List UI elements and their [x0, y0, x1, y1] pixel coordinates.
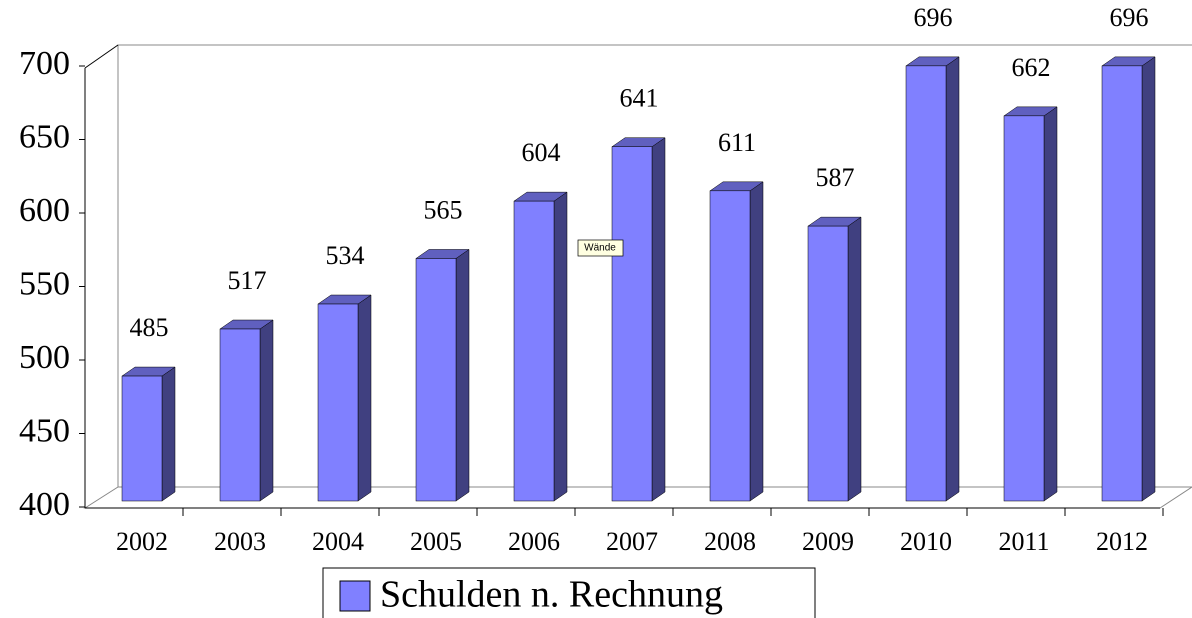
- x-tick-label: 2012: [1096, 527, 1148, 556]
- x-tick-label: 2011: [998, 527, 1049, 556]
- bar: [513, 200, 555, 502]
- left-wall-top: [84, 44, 119, 69]
- bar: [905, 65, 947, 502]
- value-label: 485: [130, 313, 169, 342]
- x-tick-label: 2010: [900, 527, 952, 556]
- bar: [1003, 115, 1045, 502]
- x-tick-label: 2008: [704, 527, 756, 556]
- value-label: 587: [816, 163, 855, 192]
- tooltip: Wände: [577, 239, 624, 257]
- x-tick-label: 2005: [410, 527, 462, 556]
- bar: [1101, 65, 1143, 502]
- value-label: 517: [228, 266, 267, 295]
- bar: [121, 375, 163, 502]
- tooltip-box: [577, 239, 624, 257]
- value-label: 641: [620, 84, 659, 113]
- bar: [317, 303, 359, 502]
- y-tick-label: 700: [19, 45, 70, 82]
- value-label: 696: [1110, 3, 1149, 32]
- bar: [415, 258, 457, 502]
- legend-box: [322, 567, 816, 618]
- x-tick-label: 2002: [116, 527, 168, 556]
- bar: [709, 190, 751, 502]
- legend: Schulden n. Rechnung: [322, 567, 816, 618]
- bar-side: [1141, 56, 1156, 502]
- value-label: 604: [522, 138, 561, 167]
- bar-side: [1043, 106, 1058, 502]
- bar: [807, 225, 849, 502]
- value-label: 611: [718, 128, 756, 157]
- bar-side: [749, 181, 764, 502]
- y-tick-label: 500: [19, 339, 70, 376]
- y-tick-label: 600: [19, 192, 70, 229]
- tooltip-text: Wände: [584, 243, 616, 254]
- legend-swatch: [339, 580, 371, 612]
- walls: [83, 44, 1192, 509]
- bar-side: [553, 191, 568, 502]
- bar-side: [847, 216, 862, 502]
- bar: [611, 146, 653, 502]
- x-tick-label: 2004: [312, 527, 364, 556]
- x-tick-label: 2007: [606, 527, 658, 556]
- x-tick-label: 2003: [214, 527, 266, 556]
- bar-side: [455, 248, 470, 502]
- value-label: 696: [914, 3, 953, 32]
- value-label: 662: [1012, 53, 1051, 82]
- bar-side: [259, 319, 274, 502]
- value-label: 534: [326, 241, 365, 270]
- y-tick-label: 550: [19, 265, 70, 302]
- y-tick-label: 650: [19, 118, 70, 155]
- bar-side: [161, 366, 176, 502]
- bar-side: [357, 294, 372, 502]
- bar: [219, 328, 261, 502]
- y-tick-label: 400: [19, 486, 70, 523]
- bar-side: [945, 56, 960, 502]
- x-tick-label: 2009: [802, 527, 854, 556]
- bar-side: [651, 137, 666, 502]
- value-label: 565: [424, 195, 463, 224]
- legend-label: Schulden n. Rechnung: [380, 574, 723, 616]
- y-tick-label: 450: [19, 412, 70, 449]
- x-tick-label: 2006: [508, 527, 560, 556]
